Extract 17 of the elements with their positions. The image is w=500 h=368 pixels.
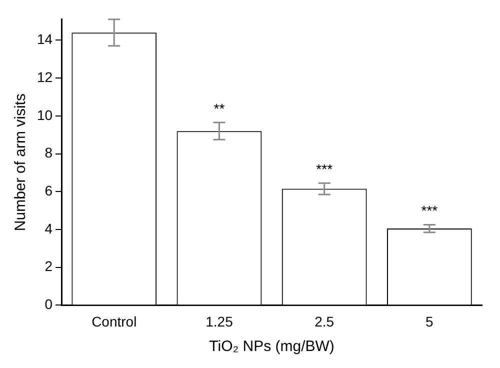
y-tick-label: 12 — [36, 68, 53, 85]
y-tick-label: 8 — [44, 144, 53, 161]
y-tick-label: 10 — [36, 106, 53, 123]
x-axis-title: TiO₂ NPs (mg/BW) — [209, 338, 334, 356]
x-tick-label: Control — [92, 313, 137, 330]
annotation: *** — [316, 160, 334, 177]
x-tick-label: 2.5 — [314, 313, 334, 330]
y-tick-label: 4 — [44, 220, 53, 236]
y-tick-label: 14 — [36, 31, 53, 48]
annotation: *** — [421, 202, 438, 219]
y-tick-label: 6 — [44, 182, 53, 198]
x-tick-label: 5 — [426, 313, 434, 330]
y-tick-label: 2 — [44, 258, 53, 274]
y-tick-label: 0 — [44, 296, 53, 312]
x-tick-label: 1.25 — [206, 313, 234, 330]
y-axis-title: Number of arm visits — [12, 94, 30, 232]
annotation: ** — [214, 100, 226, 116]
